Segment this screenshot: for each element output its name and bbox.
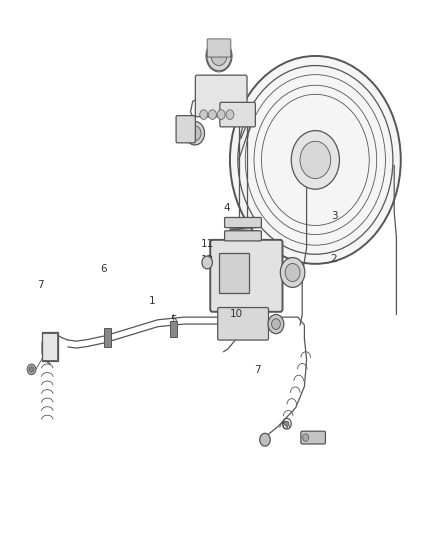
Circle shape — [291, 131, 339, 189]
Circle shape — [272, 319, 280, 329]
FancyBboxPatch shape — [207, 39, 231, 57]
Circle shape — [189, 126, 201, 141]
Text: 4: 4 — [223, 203, 230, 213]
FancyBboxPatch shape — [225, 217, 261, 228]
Circle shape — [200, 110, 208, 119]
Text: 1: 1 — [149, 296, 155, 306]
Text: 3: 3 — [331, 211, 337, 221]
Circle shape — [303, 434, 309, 441]
Text: 5: 5 — [170, 315, 177, 325]
Circle shape — [217, 110, 225, 119]
FancyBboxPatch shape — [220, 102, 255, 127]
Circle shape — [185, 122, 205, 145]
Circle shape — [27, 364, 36, 375]
Circle shape — [211, 46, 227, 66]
FancyBboxPatch shape — [301, 431, 325, 444]
FancyBboxPatch shape — [176, 116, 195, 143]
Circle shape — [260, 433, 270, 446]
Text: 12: 12 — [201, 255, 214, 265]
Text: 10: 10 — [230, 310, 243, 319]
Text: 7: 7 — [254, 366, 261, 375]
FancyBboxPatch shape — [195, 75, 247, 117]
Text: 7: 7 — [37, 280, 44, 290]
Circle shape — [29, 367, 34, 372]
Text: 2: 2 — [331, 254, 337, 263]
Circle shape — [268, 314, 284, 334]
Circle shape — [230, 56, 401, 264]
Circle shape — [226, 110, 234, 119]
Text: 6: 6 — [101, 264, 107, 274]
Bar — [42, 333, 57, 360]
FancyBboxPatch shape — [225, 231, 261, 241]
Text: 11: 11 — [201, 239, 214, 249]
Text: 9: 9 — [316, 433, 323, 443]
Circle shape — [202, 256, 212, 269]
Circle shape — [285, 263, 300, 281]
Text: 8: 8 — [281, 422, 288, 431]
FancyBboxPatch shape — [210, 240, 283, 312]
Circle shape — [280, 257, 305, 287]
Circle shape — [285, 421, 289, 426]
Bar — [104, 328, 111, 347]
Circle shape — [207, 41, 231, 71]
Bar — [219, 253, 249, 293]
FancyBboxPatch shape — [218, 308, 268, 340]
Circle shape — [208, 110, 216, 119]
Bar — [170, 321, 177, 337]
Circle shape — [300, 141, 331, 179]
Bar — [42, 332, 58, 361]
